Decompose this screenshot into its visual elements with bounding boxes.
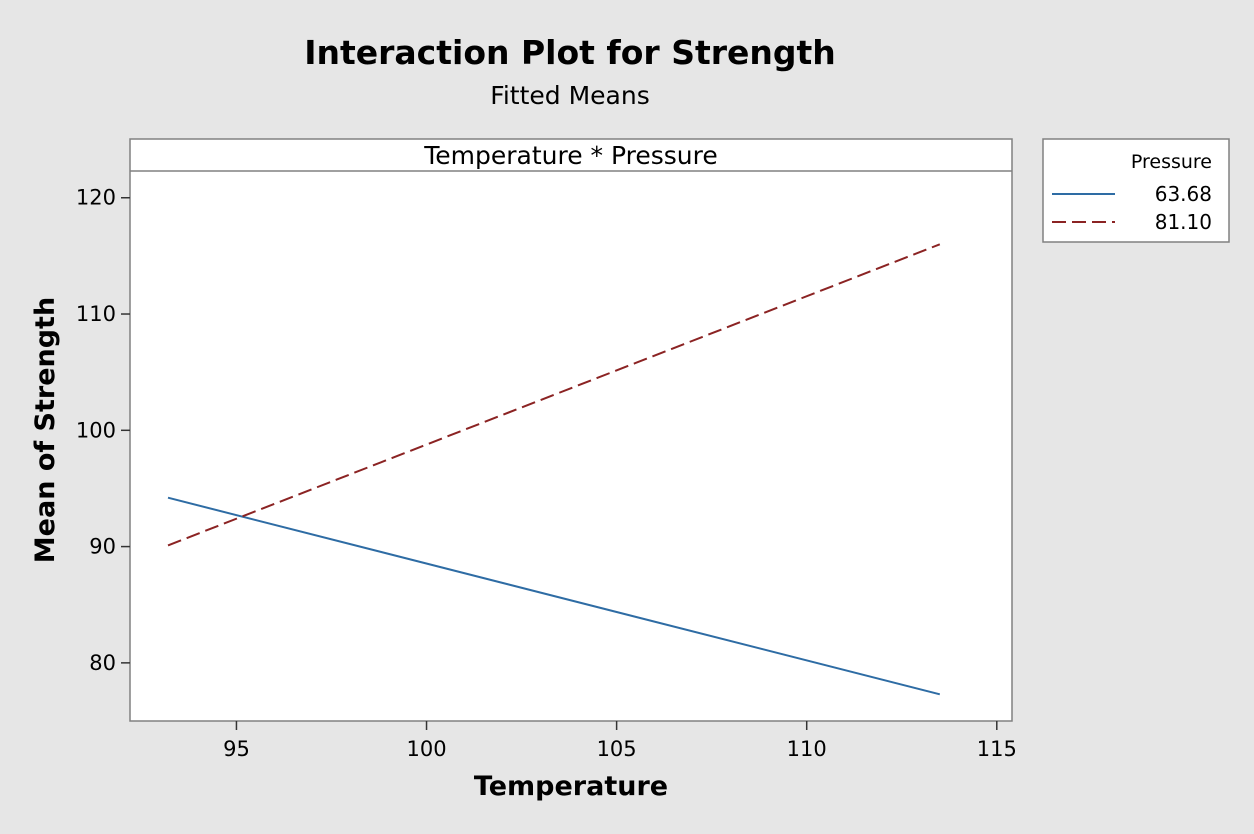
legend-label: 81.10 xyxy=(1155,210,1212,234)
chart-title: Interaction Plot for Strength xyxy=(304,33,836,72)
legend-items: 63.68 81.10 xyxy=(1052,182,1212,234)
y-tick-label: 100 xyxy=(76,418,116,442)
y-axis-label: Mean of Strength xyxy=(30,297,61,563)
x-axis-label: Temperature xyxy=(474,771,668,802)
series-line-81-10 xyxy=(167,243,941,547)
series-line-63-68 xyxy=(167,496,941,696)
y-tick-label: 110 xyxy=(76,302,116,326)
x-tick-label: 115 xyxy=(977,737,1017,761)
x-tick-label: 105 xyxy=(597,737,637,761)
x-tick-label: 100 xyxy=(406,737,446,761)
legend-box xyxy=(1042,138,1230,243)
x-tick-label: 110 xyxy=(787,737,827,761)
plot-area xyxy=(129,138,1013,722)
y-tick-label: 90 xyxy=(89,535,116,559)
legend-title: Pressure xyxy=(1131,151,1212,173)
legend-label: 63.68 xyxy=(1155,182,1212,206)
y-axis-ticks: 80 90 100 110 120 xyxy=(76,186,130,675)
panel-label: Temperature * Pressure xyxy=(423,141,718,170)
x-axis-ticks: 95 100 105 110 115 xyxy=(223,721,1017,761)
y-tick-label: 120 xyxy=(76,186,116,210)
y-tick-label: 80 xyxy=(89,651,116,675)
chart-subtitle: Fitted Means xyxy=(490,81,649,110)
x-tick-label: 95 xyxy=(223,737,250,761)
series-lines xyxy=(167,243,941,696)
